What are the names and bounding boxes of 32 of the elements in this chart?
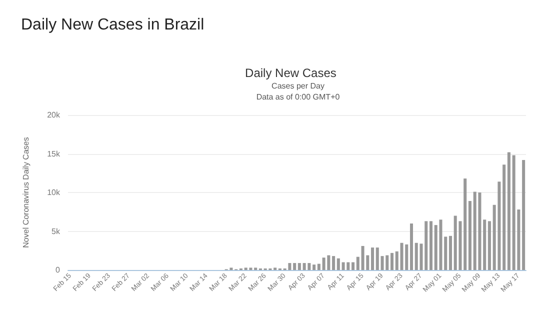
bar [488, 221, 491, 270]
bar [483, 220, 486, 270]
bar [429, 221, 432, 270]
bar [376, 248, 379, 270]
y-tick-label: 10k [47, 188, 61, 197]
y-tick-label: 15k [47, 149, 61, 158]
bar [502, 164, 506, 270]
bar [356, 256, 360, 270]
bar [312, 264, 316, 270]
bar [464, 178, 467, 270]
bar [390, 252, 394, 270]
chart-subtitle: Daily New Cases [245, 66, 336, 80]
y-tick-label: 5k [52, 226, 61, 236]
y-axis-title: Novel Coronavirus Daily Cases [22, 137, 30, 248]
bar [332, 256, 336, 270]
text: Cases per Day [272, 82, 324, 90]
chart-title: Daily New Cases in Brazil [21, 16, 204, 34]
bar [444, 236, 448, 270]
bar [507, 152, 510, 270]
bar [336, 258, 340, 270]
bar [468, 201, 472, 270]
bar [448, 236, 452, 270]
bar [298, 263, 301, 270]
bar [293, 263, 296, 270]
text: Data as of 0:00 GMT+0 [256, 92, 340, 102]
y-tick-label: 0 [56, 266, 61, 274]
bar [371, 248, 374, 270]
bar [410, 224, 414, 270]
y-tick-label: 20k [47, 110, 61, 120]
bar [317, 264, 320, 270]
bar [352, 262, 355, 270]
bar [522, 160, 526, 270]
